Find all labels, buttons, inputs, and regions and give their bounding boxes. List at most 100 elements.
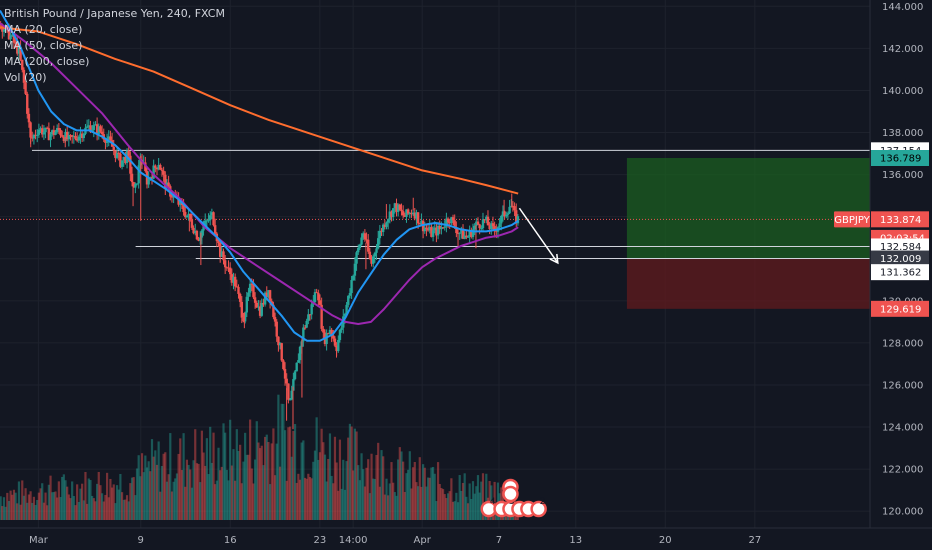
volume-bar — [46, 505, 49, 520]
profit-zone[interactable] — [626, 158, 870, 259]
candle-body — [36, 134, 39, 136]
event-flag-icon[interactable] — [502, 485, 519, 503]
candle-body — [21, 59, 24, 70]
volume-bar — [109, 478, 112, 520]
volume-bar — [184, 486, 187, 520]
price-tick-label: 128.000 — [882, 338, 923, 349]
volume-bar — [72, 496, 75, 520]
volume-bar — [342, 459, 345, 520]
candle-body — [49, 134, 52, 141]
candle-body — [200, 230, 204, 238]
event-markers[interactable]: 4 37 2 — [480, 478, 547, 518]
volume-bar — [390, 462, 393, 520]
volume-bar — [110, 487, 114, 520]
price-tag-label: 131.362 — [880, 268, 921, 279]
candle-body — [218, 242, 222, 257]
candle-body — [393, 203, 397, 209]
legend-volume[interactable]: Vol (20) — [4, 71, 47, 84]
candle-body — [401, 211, 405, 216]
time-axis[interactable] — [0, 528, 932, 550]
candle-body — [465, 235, 468, 238]
volume-bar — [9, 490, 12, 520]
volume-bar — [285, 480, 288, 520]
price-tag-box — [871, 211, 929, 228]
volume-bar — [480, 481, 483, 520]
candle-body — [64, 131, 67, 142]
volume-bar — [144, 455, 147, 520]
candle-body — [298, 346, 302, 361]
candle-body — [287, 383, 290, 400]
volume-bar — [29, 491, 32, 520]
volume-bar — [57, 481, 60, 520]
candle-body — [445, 218, 448, 227]
volume-bar — [488, 481, 491, 520]
price-tick-label: 138.000 — [882, 128, 923, 139]
candle-body — [275, 321, 278, 337]
candle-body — [27, 113, 31, 123]
volume-bar — [295, 482, 298, 520]
annotations[interactable] — [518, 207, 559, 265]
volume-bar — [187, 464, 190, 520]
legend-ma20[interactable]: MA (20, close) — [4, 23, 83, 36]
arrow-line[interactable] — [518, 207, 559, 264]
volume-bar — [343, 489, 347, 520]
candle-body — [426, 229, 430, 231]
horizontal-lines[interactable] — [0, 149, 870, 260]
volume-bar — [332, 483, 335, 520]
candle-body — [470, 230, 473, 238]
candle-body — [353, 263, 357, 276]
volume-bar — [335, 462, 338, 520]
candle-body — [395, 203, 398, 212]
candle-body — [185, 215, 189, 218]
volume-bar — [190, 487, 194, 520]
volume-bar — [120, 492, 124, 520]
volume-bar — [232, 449, 235, 520]
candle-body — [363, 233, 367, 240]
candle-body — [292, 379, 295, 391]
volume-bar — [202, 452, 205, 520]
candle-body — [39, 128, 42, 130]
price-tick-label: 140.000 — [882, 86, 923, 97]
candle-body — [423, 227, 426, 232]
volume-bar — [293, 424, 297, 520]
volume-bar — [310, 478, 313, 520]
volume-bar — [378, 486, 381, 520]
volume-bar — [478, 492, 481, 520]
volume-bar — [135, 468, 139, 520]
volume-bar — [282, 403, 285, 520]
candle-body — [55, 128, 59, 132]
candle-body — [129, 155, 132, 174]
volume-bar — [167, 474, 170, 520]
candle-body — [461, 228, 465, 239]
candle-body — [268, 290, 272, 302]
volume-bar — [34, 504, 37, 520]
volume-bar — [420, 486, 423, 520]
candle-body — [310, 304, 313, 315]
volume-bar — [114, 503, 117, 520]
candle-body — [313, 292, 317, 303]
legend-ma50[interactable]: MA (50, close) — [4, 39, 83, 52]
candle-body — [433, 227, 436, 231]
volume-bar — [450, 478, 453, 520]
candle-body — [117, 152, 120, 154]
volume-bar — [358, 480, 361, 520]
candle-body — [318, 300, 322, 305]
candle-body — [204, 220, 207, 227]
volume-bar — [443, 494, 446, 520]
volume-bar — [91, 495, 94, 520]
candle-body — [152, 165, 155, 179]
candle-body — [315, 292, 318, 294]
candle-body — [471, 229, 475, 238]
volume-bar — [22, 495, 26, 520]
candle-body — [416, 212, 420, 224]
candle-body — [400, 209, 403, 212]
legend-ma200[interactable]: MA (200, close) — [4, 55, 90, 68]
volume-bar — [470, 498, 473, 520]
candle-body — [273, 317, 277, 322]
candle-body — [405, 209, 408, 217]
candle-body — [337, 339, 340, 352]
event-marker[interactable]: 2 — [530, 497, 547, 518]
loss-zone[interactable] — [626, 258, 870, 309]
volume-bar — [165, 481, 169, 520]
